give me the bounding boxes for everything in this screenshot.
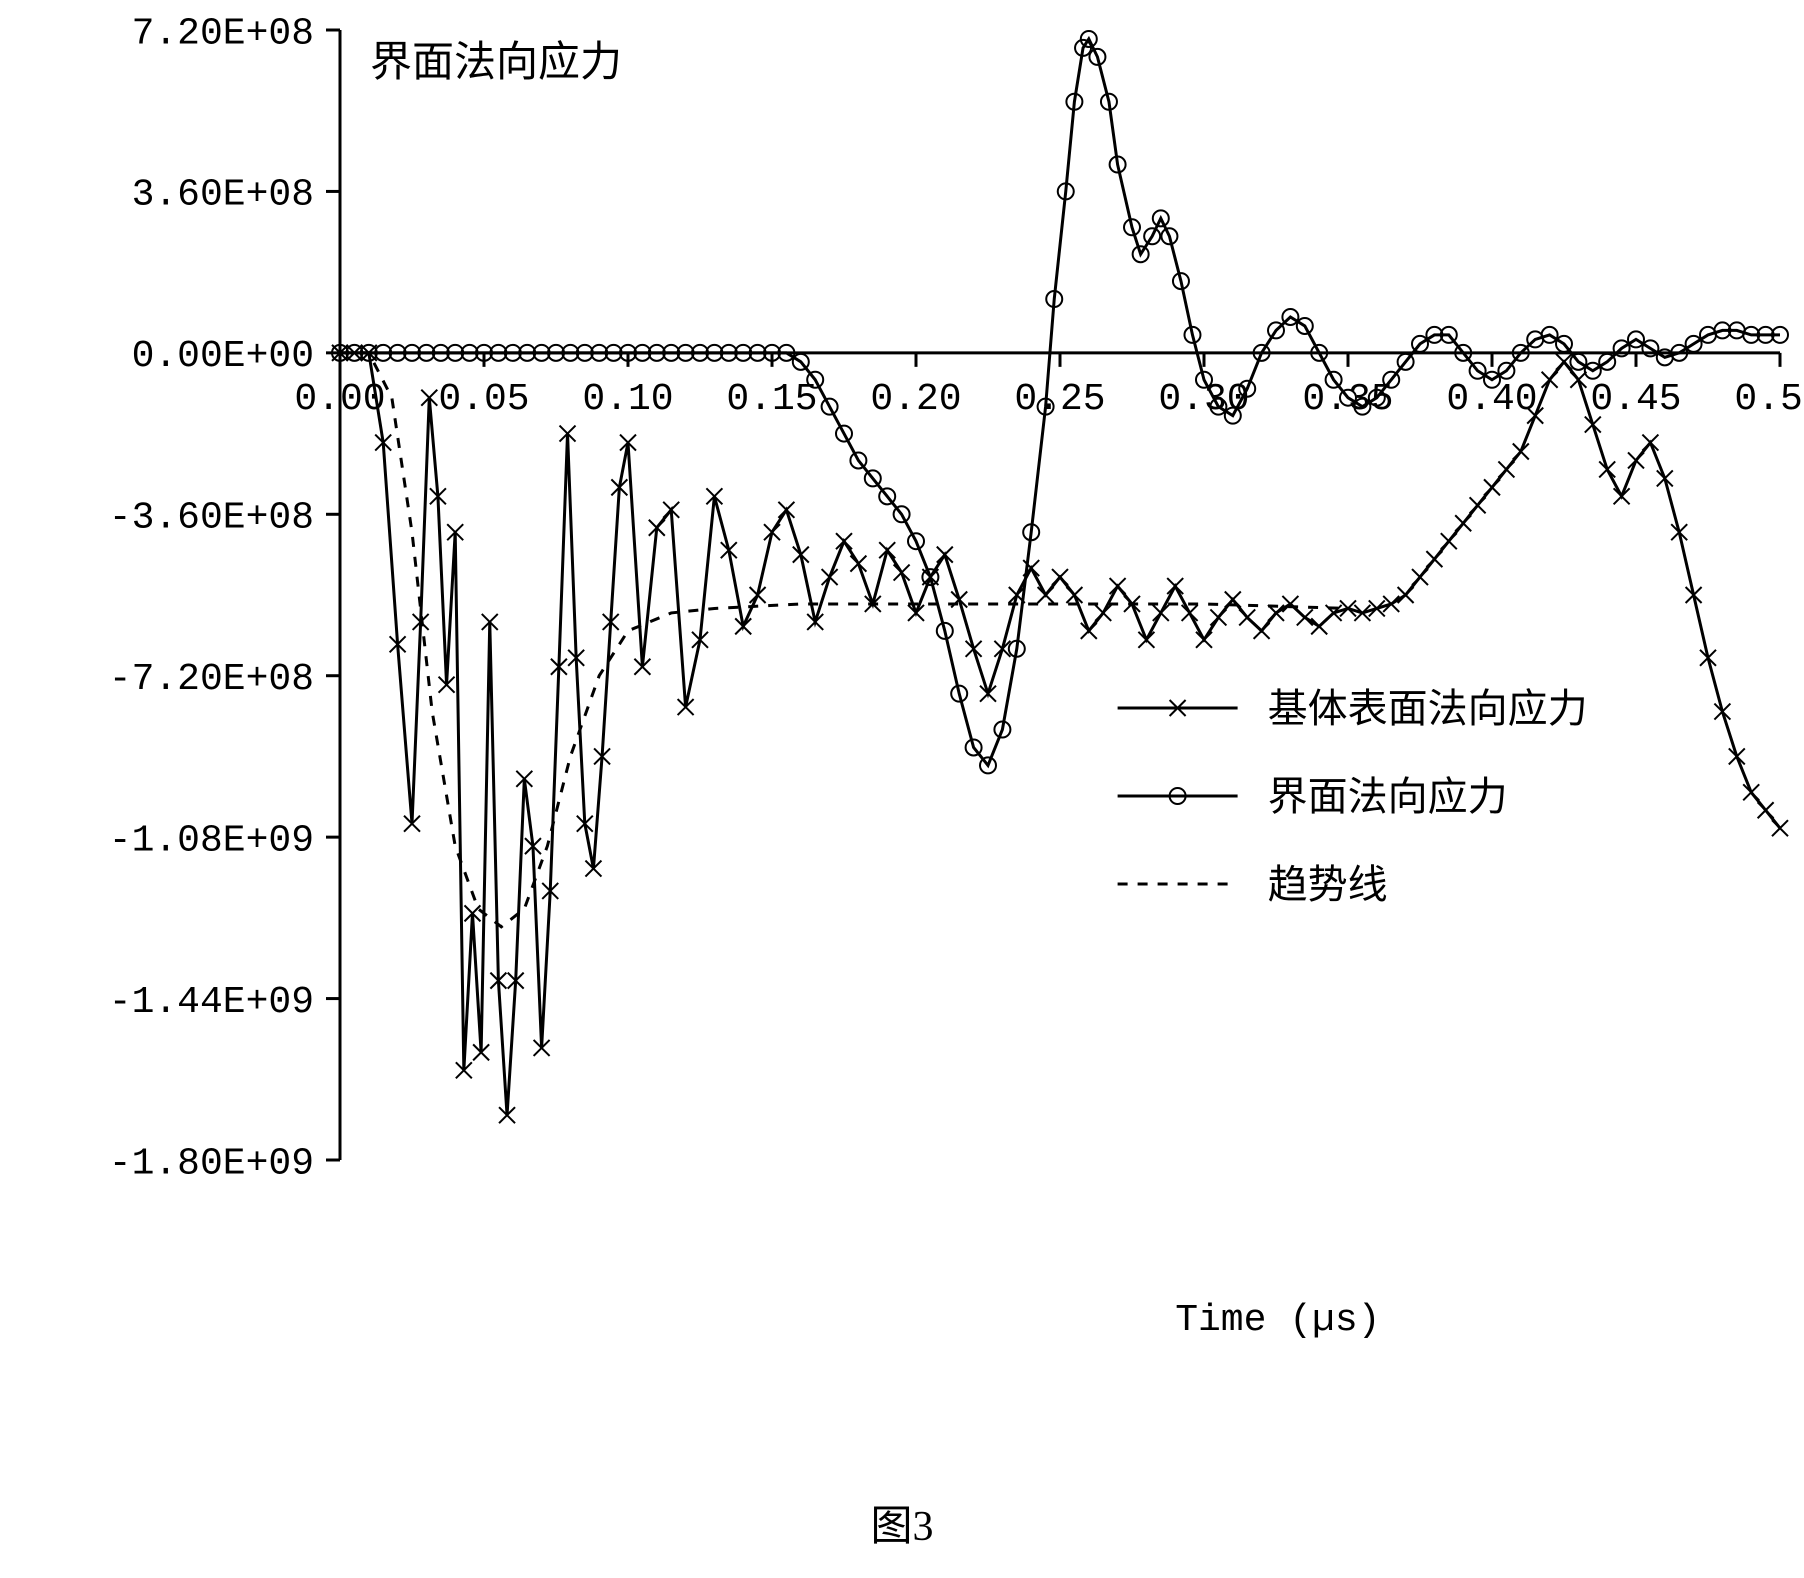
x-axis-label: Time (µs) xyxy=(1175,1299,1380,1342)
series-line xyxy=(340,353,1780,1115)
figure-caption: 图3 xyxy=(870,1504,933,1550)
x-tick-label: 0.25 xyxy=(1014,378,1105,421)
x-tick-label: 0.45 xyxy=(1590,378,1681,421)
chart-container: -1.80E+09 -1.44E+09 -1.08E+09 -7.20E+08 -3.6… xyxy=(0,0,1804,1578)
x-tick-label: 0.40 xyxy=(1446,378,1537,421)
x-tick-label: 0.20 xyxy=(870,378,961,421)
y-tick-label: 0.00E+00 xyxy=(132,335,314,378)
y-tick-label: -7.20E+08 xyxy=(109,658,314,701)
legend-item: 基体表面法向应力 xyxy=(1118,686,1588,731)
y-tick-label: -3.60E+08 xyxy=(109,497,314,540)
y-tick-label: -1.80E+09 xyxy=(109,1142,314,1185)
x-tick-label: 0.30 xyxy=(1158,378,1249,421)
legend-item: 趋势线 xyxy=(1118,862,1388,907)
chart-title: 界面法向应力 xyxy=(370,39,622,86)
legend-label: 基体表面法向应力 xyxy=(1268,686,1588,731)
legend-label: 界面法向应力 xyxy=(1268,774,1508,819)
x-tick-label: 0.15 xyxy=(726,378,817,421)
y-tick-label: 7.20E+08 xyxy=(132,12,314,55)
legend-label: 趋势线 xyxy=(1268,862,1388,907)
series-substrate_normal_stress xyxy=(332,345,1788,1123)
legend-item: 界面法向应力 xyxy=(1118,774,1508,819)
x-tick-label: 0.10 xyxy=(582,378,673,421)
y-tick-label: 3.60E+08 xyxy=(132,174,314,217)
y-tick-label: -1.44E+09 xyxy=(109,981,314,1024)
x-tick-label: 0.00 xyxy=(294,378,385,421)
y-tick-label: -1.08E+09 xyxy=(109,819,314,862)
chart-svg: -1.80E+09 -1.44E+09 -1.08E+09 -7.20E+08 -3.6… xyxy=(0,0,1804,1578)
x-tick-label: 0.05 xyxy=(438,378,529,421)
x-tick-label: 0.50 xyxy=(1734,378,1804,421)
